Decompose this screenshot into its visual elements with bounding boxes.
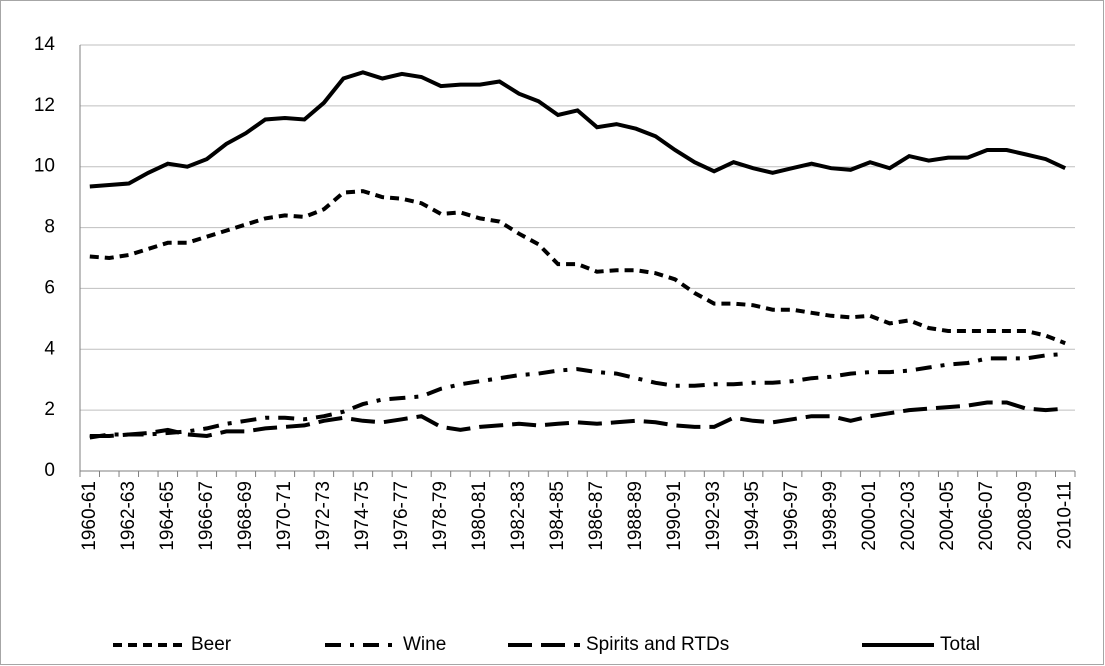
- x-tick-label: 1990-91: [664, 481, 685, 551]
- y-tick-label: 4: [44, 338, 55, 359]
- x-tick-label: 1976-77: [391, 481, 412, 551]
- x-tick-label: 1980-81: [469, 481, 490, 551]
- x-tick-label: 1968-69: [235, 481, 256, 551]
- x-tick-label: 1996-97: [781, 481, 802, 551]
- legend-label: Beer: [191, 634, 232, 655]
- x-tick-label: 1994-95: [742, 481, 763, 551]
- y-tick-label: 14: [34, 34, 56, 55]
- x-tick-label: 1998-99: [820, 481, 841, 551]
- x-tick-label: 1962-63: [118, 481, 139, 551]
- x-tick-label: 1966-67: [196, 481, 217, 551]
- y-tick-label: 6: [44, 277, 55, 298]
- x-tick-label: 1992-93: [703, 481, 724, 551]
- legend-label: Wine: [403, 634, 446, 655]
- x-tick-label: 2004-05: [937, 481, 958, 551]
- legend-label: Total: [940, 634, 980, 655]
- legend-label: Spirits and RTDs: [586, 634, 729, 655]
- x-tick-label: 2010-11: [1054, 481, 1075, 549]
- x-tick-label: 2002-03: [898, 481, 919, 551]
- x-tick-label: 1972-73: [313, 481, 334, 551]
- x-tick-label: 2000-01: [859, 481, 880, 551]
- x-tick-label: 1984-85: [547, 481, 568, 551]
- series-line: [89, 351, 1066, 440]
- y-tick-label: 0: [44, 460, 55, 481]
- x-tick-label: 1988-89: [625, 481, 646, 551]
- x-tick-label: 1986-87: [586, 481, 607, 551]
- y-tick-label: 8: [44, 217, 55, 238]
- x-tick-label: 1960-61: [79, 481, 100, 551]
- y-tick-label: 2: [44, 399, 55, 420]
- x-tick-label: 1974-75: [352, 481, 373, 551]
- x-tick-label: 1982-83: [508, 481, 529, 551]
- x-tick-label: 1964-65: [157, 481, 178, 551]
- series-line: [89, 70, 1067, 189]
- y-tick-label: 12: [34, 95, 55, 116]
- x-tick-label: 1978-79: [430, 481, 451, 551]
- y-tick-label: 10: [34, 156, 55, 177]
- x-tick-label: 1970-71: [274, 481, 295, 551]
- x-tick-label: 2008-09: [1015, 481, 1036, 551]
- series-line: [89, 189, 1066, 346]
- x-tick-label: 2006-07: [976, 481, 997, 551]
